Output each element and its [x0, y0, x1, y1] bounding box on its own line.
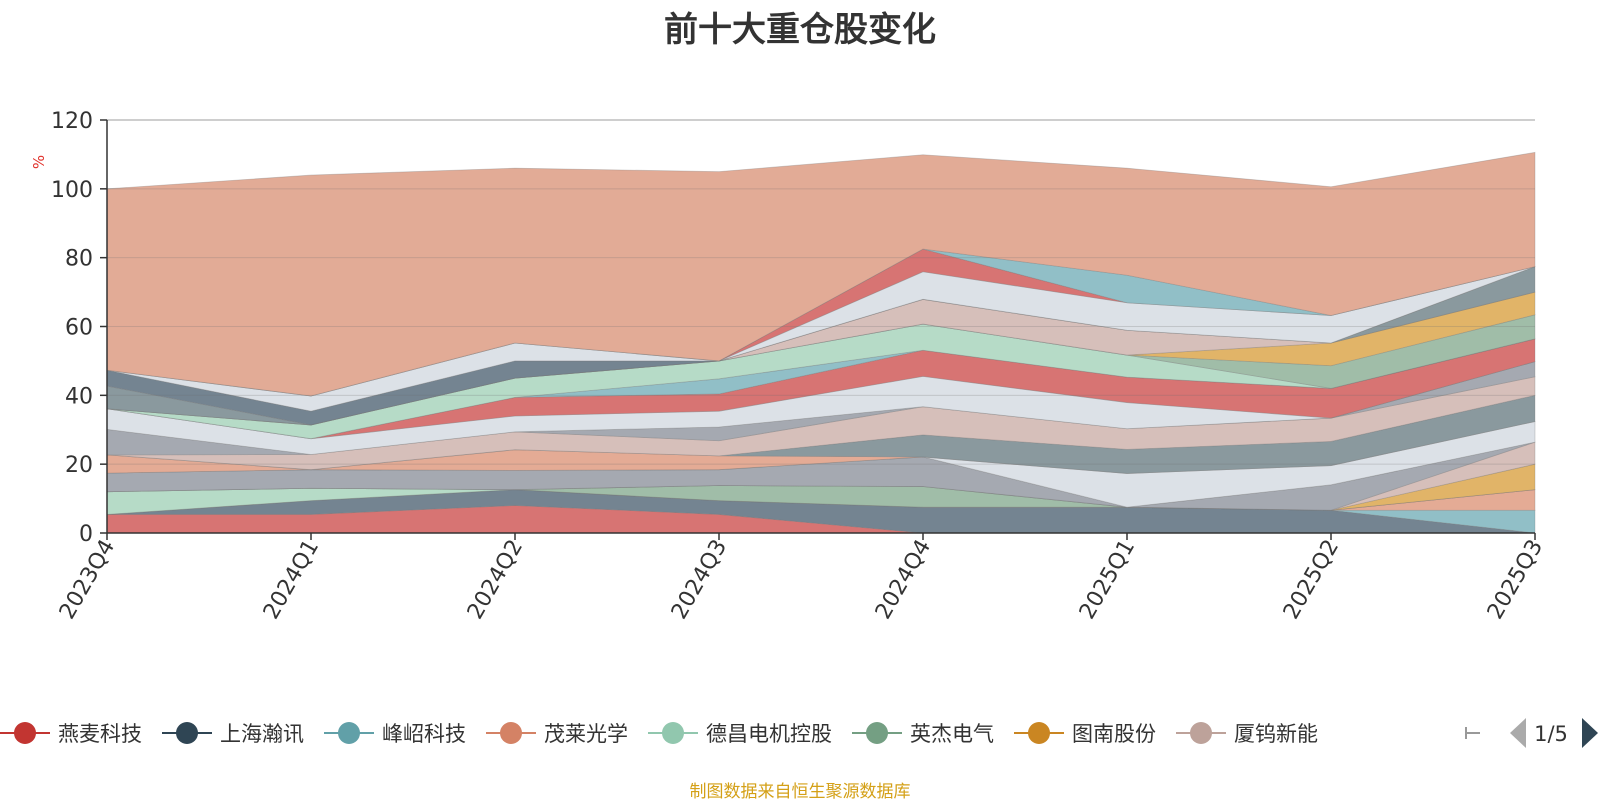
- legend-marker: [14, 722, 36, 744]
- y-tick-label-120: 120: [51, 109, 93, 134]
- y-tick-label-100: 100: [51, 178, 93, 203]
- legend: 燕麦科技 上海瀚讯 峰岹科技 茂莱光学 德昌电机控股 英杰电气 图南股份 厦钨新能 1/5: [0, 718, 1598, 748]
- legend-item-德昌电机控股[interactable]: 德昌电机控股: [648, 722, 832, 746]
- legend-marker: [338, 722, 360, 744]
- legend-item-英杰电气[interactable]: 英杰电气: [852, 722, 994, 746]
- legend-label: 图南股份: [1072, 722, 1156, 746]
- area-其他O[interactable]: [106, 266, 1536, 426]
- area-其他[interactable]: [106, 151, 1536, 397]
- legend-marker: [866, 722, 888, 744]
- legend-marker: [662, 722, 684, 744]
- x-tick-label-2024Q2: 2024Q2: [463, 536, 528, 624]
- data-source-footer: 制图数据来自恒生聚源数据库: [689, 782, 911, 802]
- area-其他K[interactable]: [106, 314, 1536, 426]
- legend-label: 德昌电机控股: [706, 722, 832, 746]
- legend-marker: [1028, 722, 1050, 744]
- legend-label: 茂莱光学: [544, 722, 628, 746]
- legend-label: 燕麦科技: [58, 722, 142, 746]
- y-tick-label-40: 40: [65, 384, 93, 409]
- legend-item-燕麦科技[interactable]: 燕麦科技: [0, 722, 142, 746]
- x-tick-label-2024Q3: 2024Q3: [667, 536, 732, 624]
- legend-item-图南股份[interactable]: 图南股份: [1014, 722, 1156, 746]
- legend-label: 上海瀚讯: [220, 722, 304, 746]
- x-tick-label-2023Q4: 2023Q4: [55, 536, 120, 624]
- legend-prev-page-icon[interactable]: [1510, 718, 1526, 748]
- legend-label: 厦钨新能: [1234, 722, 1318, 746]
- chart-title: 前十大重仓股变化: [664, 10, 936, 50]
- legend-page-indicator: 1/5: [1534, 722, 1568, 746]
- legend-marker: [176, 722, 198, 744]
- legend-marker: [1190, 722, 1212, 744]
- legend-label: 英杰电气: [910, 722, 994, 746]
- y-tick-label-80: 80: [65, 247, 93, 272]
- legend-marker: [500, 722, 522, 744]
- legend-item-茂莱光学[interactable]: 茂莱光学: [486, 722, 628, 746]
- x-tick-label-2025Q2: 2025Q2: [1279, 536, 1344, 624]
- y-tick-label-0: 0: [79, 522, 93, 547]
- x-tick-label-2025Q3: 2025Q3: [1483, 536, 1548, 624]
- y-tick-label-60: 60: [65, 316, 93, 341]
- legend-label: 峰岹科技: [382, 722, 466, 746]
- area-其他L[interactable]: [106, 291, 1536, 426]
- legend-item-上海瀚讯[interactable]: 上海瀚讯: [162, 722, 304, 746]
- legend-next-page-icon[interactable]: [1582, 718, 1598, 748]
- legend-item-峰岹科技[interactable]: 峰岹科技: [324, 722, 466, 746]
- x-tick-label-2025Q1: 2025Q1: [1075, 536, 1140, 624]
- y-tick-label-20: 20: [65, 453, 93, 478]
- area-其他D[interactable]: [106, 394, 1536, 474]
- stacked-areas: [106, 151, 1536, 534]
- area-其他N[interactable]: [106, 266, 1536, 426]
- legend-item-厦钨新能[interactable]: 厦钨新能: [1176, 722, 1318, 746]
- x-tick-label-2024Q1: 2024Q1: [259, 536, 324, 624]
- y-axis-unit: %: [30, 155, 48, 169]
- x-tick-label-2024Q4: 2024Q4: [871, 536, 936, 624]
